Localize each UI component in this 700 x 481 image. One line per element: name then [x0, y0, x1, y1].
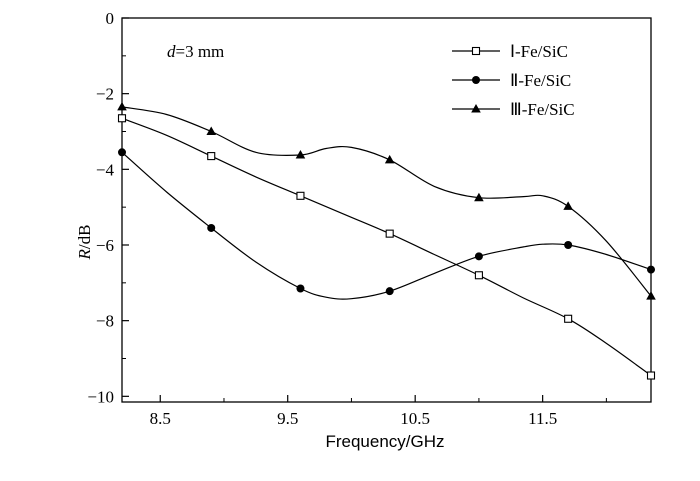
legend-label: Ⅲ-Fe/SiC [510, 100, 575, 119]
series-line [121, 151, 652, 300]
y-axis-label: R/dB [75, 225, 94, 261]
data-point [563, 201, 573, 210]
legend-label: Ⅰ-Fe/SiC [510, 42, 568, 61]
data-point [207, 152, 216, 161]
series-line [121, 106, 652, 297]
y-tick-label: −8 [96, 312, 114, 331]
legend-marker [471, 46, 481, 56]
data-point [474, 271, 483, 280]
legend-item: Ⅰ-Fe/SiC [452, 42, 568, 61]
data-point [385, 287, 394, 296]
series-1 [117, 114, 656, 380]
legend-item: Ⅱ-Fe/SiC [452, 71, 571, 90]
x-tick-label: 11.5 [528, 409, 557, 428]
legend-label: Ⅱ-Fe/SiC [510, 71, 571, 90]
data-point [564, 240, 573, 249]
thickness-annotation: d=3 mm [167, 42, 224, 61]
x-axis-label: Frequency/GHz [325, 432, 444, 451]
data-point [474, 252, 483, 261]
data-point [206, 126, 217, 135]
x-tick-label: 8.5 [150, 409, 171, 428]
data-point [564, 314, 573, 323]
axes: 8.5 9.5 10.5 11.5 0 −2 −4 −6 −8 −10 [87, 9, 652, 428]
legend-item: Ⅲ-Fe/SiC [452, 100, 575, 119]
plot-frame [121, 17, 652, 403]
legend-marker [471, 104, 481, 113]
x-tick-label: 9.5 [277, 409, 298, 428]
y-tick-label: −2 [96, 85, 114, 104]
data-point [384, 154, 395, 164]
series-group [117, 101, 656, 380]
data-point [117, 101, 127, 111]
data-point [207, 223, 216, 232]
legend-marker [472, 76, 480, 84]
legend: Ⅰ-Fe/SiC Ⅱ-Fe/SiC Ⅲ-Fe/SiC [452, 42, 575, 119]
data-point [295, 149, 306, 159]
y-tick-label: −10 [87, 387, 114, 406]
data-point [296, 191, 305, 200]
series-2 [118, 148, 655, 300]
data-point [646, 371, 656, 380]
data-point [385, 229, 394, 238]
y-tick-label: −4 [96, 160, 115, 179]
y-tick-label: 0 [106, 9, 115, 28]
x-tick-label: 10.5 [400, 409, 430, 428]
data-point [118, 148, 126, 157]
series-3 [117, 101, 656, 300]
y-tick-label: −6 [96, 236, 114, 255]
data-point [296, 284, 305, 293]
data-point [646, 291, 656, 300]
data-point [474, 192, 484, 202]
data-point [117, 114, 127, 123]
data-point [647, 265, 655, 274]
